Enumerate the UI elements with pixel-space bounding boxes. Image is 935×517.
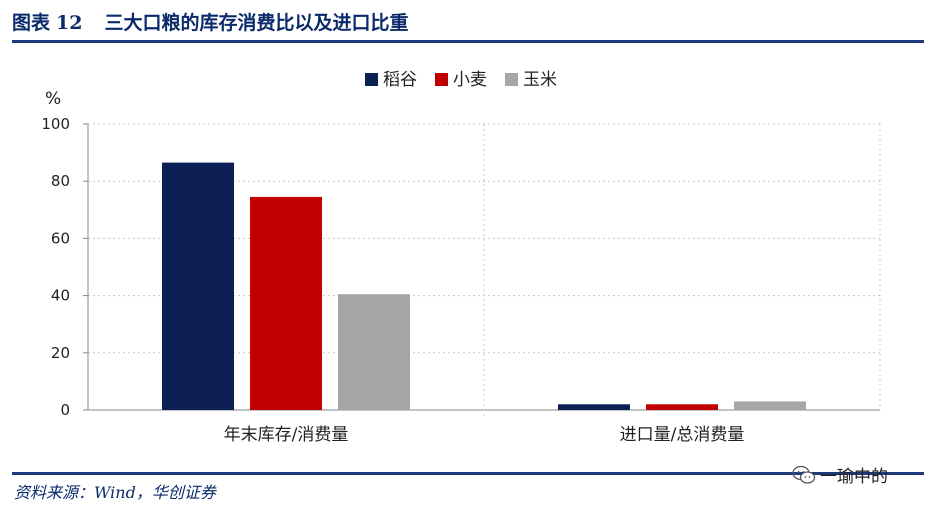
header-rule [12, 40, 924, 43]
bar-小麦 [250, 196, 322, 410]
legend-swatch [435, 73, 448, 86]
x-category-label: 进口量/总消费量 [620, 425, 745, 445]
y-tick-label: 20 [51, 344, 70, 362]
y-unit-label: % [45, 89, 61, 109]
figure-number: 12 [56, 12, 83, 34]
footer-rule [12, 472, 924, 475]
figure-header: 图表 12 三大口粮的库存消费比以及进口比重 [12, 6, 924, 40]
figure-label: 图表 [12, 12, 51, 34]
bar-稻谷 [162, 162, 234, 410]
legend-swatch [365, 73, 378, 86]
bar-玉米 [734, 401, 806, 410]
source-note: 资料来源：Wind，华创证券 [14, 483, 216, 502]
y-tick-label: 40 [51, 287, 70, 305]
legend-label: 稻谷 [383, 70, 417, 90]
legend-swatch [505, 73, 518, 86]
bar-玉米 [338, 294, 410, 410]
y-tick-label: 100 [41, 115, 70, 133]
legend-label: 小麦 [453, 70, 487, 90]
y-tick-label: 60 [51, 229, 70, 247]
legend-label: 玉米 [523, 70, 557, 90]
watermark: 一瑜中的 [792, 462, 888, 487]
figure-title: 三大口粮的库存消费比以及进口比重 [104, 12, 409, 34]
bar-小麦 [646, 404, 718, 410]
y-tick-label: 0 [60, 401, 70, 419]
y-tick-label: 80 [51, 172, 70, 190]
x-category-label: 年末库存/消费量 [224, 425, 349, 445]
bar-稻谷 [558, 404, 630, 410]
wechat-icon [792, 465, 816, 484]
watermark-text: 一瑜中的 [820, 467, 888, 487]
